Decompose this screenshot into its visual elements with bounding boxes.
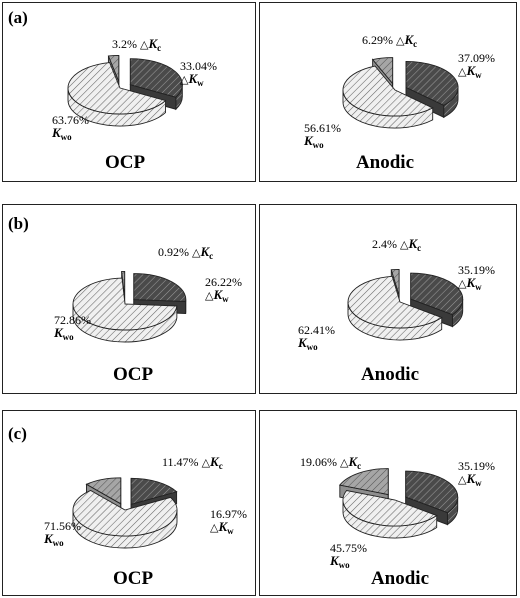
pie-0-kc-label: 3.2% △Kc <box>112 36 161 53</box>
pie-0-slice-1 <box>67 62 167 115</box>
pie-3-kw-symbol-label: △Kw <box>458 275 482 292</box>
pie-4: 16.97%△Kw 71.56%Kwo 11.47% △Kc <box>43 454 247 549</box>
pie-0-kw-symbol-label: △Kw <box>180 71 204 88</box>
pie-5-kwo-symbol-label: Kwo <box>329 553 350 570</box>
pie-1-slice-0 <box>405 60 459 106</box>
pie-1-kw-symbol-label: △Kw <box>458 63 482 80</box>
pie-2-kw-value-label: 26.22% <box>205 275 242 289</box>
pie-3-slice-0 <box>410 272 464 316</box>
pie-0-kwo-symbol-label: Kwo <box>51 125 72 142</box>
panel-c-ocp <box>2 410 256 596</box>
pie-1: 37.09%△Kw 56.61%Kwo 6.29% △Kc <box>303 32 495 150</box>
chart-title-c-anodic: Anodic <box>370 568 430 589</box>
pie-4-kwo-symbol-label: Kwo <box>43 531 64 548</box>
pie-4-slice-1 <box>72 489 178 537</box>
row-label-a: (a) <box>8 8 28 27</box>
chart-title-b-ocp: OCP <box>112 364 154 385</box>
pie-1-slice-2 <box>371 57 394 85</box>
pie-0: 33.04%△Kw 63.76%Kwo 3.2% △Kc <box>51 36 217 142</box>
pie-5-slice-2 <box>339 468 389 496</box>
pie-2-kw-symbol-label: △Kw <box>205 287 229 304</box>
pie-0-slice-0 <box>129 58 183 98</box>
pie-1-kc-label: 6.29% △Kc <box>362 32 417 49</box>
pie-4-kw-value-label: 16.97% <box>210 507 247 521</box>
pie-2-slice-2 <box>121 270 126 298</box>
pie-3-kwo-value-label: 62.41% <box>298 323 335 337</box>
pie-3-kwo-symbol-label: Kwo <box>297 335 318 352</box>
chart-title-a-anodic: Anodic <box>355 152 415 173</box>
pie-2: 26.22%△Kw 72.86%Kwo 0.92% △Kc <box>53 244 242 343</box>
pie-0-kw-value-label: 33.04% <box>180 59 217 73</box>
pie-4-kwo-value-label: 71.56% <box>44 519 81 533</box>
row-label-b: (b) <box>8 214 29 233</box>
chart-title-c-ocp: OCP <box>112 568 154 589</box>
pie-3-slice-1 <box>347 275 443 329</box>
pie-2-kwo-symbol-label: Kwo <box>53 325 74 342</box>
pie-4-kc-label: 11.47% △Kc <box>162 454 223 471</box>
pie-0-kwo-value-label: 63.76% <box>52 113 89 127</box>
pie-4-slice-0 <box>130 477 178 505</box>
pie-3-kc-label: 2.4% △Kc <box>372 236 421 253</box>
panel-b-ocp <box>2 204 256 394</box>
pie-2-slice-0 <box>133 273 187 302</box>
pie-5-slice-0 <box>405 470 459 514</box>
pie-5: 35.19%△Kw 45.75%Kwo 19.06% △Kc <box>300 454 495 570</box>
chart-title-a-ocp: OCP <box>104 152 146 173</box>
pie-1-kwo-value-label: 56.61% <box>304 121 341 135</box>
pie-1-slice-1 <box>342 65 434 117</box>
pie-2-slice-1 <box>72 277 178 331</box>
pie-4-slice-2 <box>85 477 122 505</box>
pie-2-kwo-value-label: 72.86% <box>54 313 91 327</box>
pie-3-kw-value-label: 35.19% <box>458 263 495 277</box>
pie-1-kw-value-label: 37.09% <box>458 51 495 65</box>
pie-5-kc-label: 19.06% △Kc <box>300 454 361 471</box>
pie-4-kw-symbol-label: △Kw <box>210 519 234 536</box>
pie-3-slice-2 <box>390 268 400 296</box>
row-label-c: (c) <box>8 424 27 443</box>
pie-5-kw-symbol-label: △Kw <box>458 471 482 488</box>
pie-5-kwo-value-label: 45.75% <box>330 541 367 555</box>
pie-0-slice-2 <box>107 54 120 82</box>
pie-3: 35.19%△Kw 62.41%Kwo 2.4% △Kc <box>297 236 495 352</box>
pie-5-slice-1 <box>342 490 438 527</box>
chart-title-b-anodic: Anodic <box>360 364 420 385</box>
pie-2-kc-label: 0.92% △Kc <box>158 244 213 261</box>
pie-5-kw-value-label: 35.19% <box>458 459 495 473</box>
pie-1-kwo-symbol-label: Kwo <box>303 133 324 150</box>
